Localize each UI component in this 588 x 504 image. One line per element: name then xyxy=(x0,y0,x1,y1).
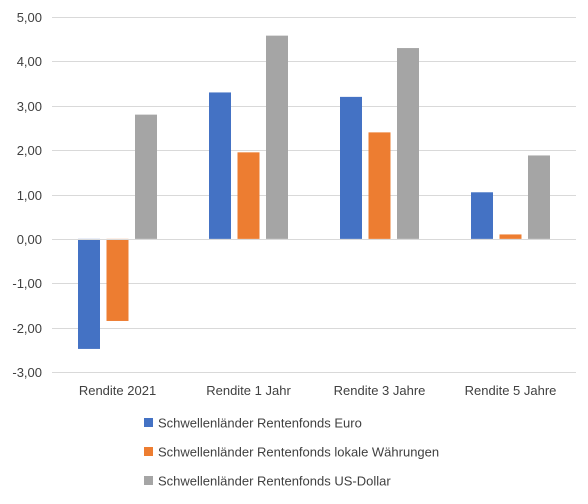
legend-entry-label: Schwellenländer Rentenfonds lokale Währu… xyxy=(158,445,439,460)
bar xyxy=(368,132,391,239)
gridlines xyxy=(52,17,576,373)
y-tick-label: 2,00 xyxy=(17,143,42,158)
bar xyxy=(106,238,129,321)
bar xyxy=(209,92,231,239)
legend-swatch xyxy=(144,418,153,427)
x-category-label: Rendite 1 Jahr xyxy=(206,383,291,398)
y-tick-label: 1,00 xyxy=(17,188,42,203)
x-axis-category-labels: Rendite 2021 Rendite 1 Jahr Rendite 3 Jahr… xyxy=(79,383,557,398)
y-tick-label: 5,00 xyxy=(17,10,42,25)
x-category-label: Rendite 3 Jahre xyxy=(334,383,426,398)
bar xyxy=(471,192,493,239)
y-tick-label: -2,00 xyxy=(12,321,42,336)
bar xyxy=(266,35,288,239)
y-axis-tick-labels: -3,00 -2,00 -1,00 0,00 1,00 2,00 3,00 4,00 5,00 xyxy=(12,10,42,380)
bar xyxy=(78,238,100,349)
bar xyxy=(135,114,157,239)
bar xyxy=(397,48,419,239)
x-category-label: Rendite 2021 xyxy=(79,383,156,398)
legend: Schwellenländer Rentenfonds Euro Schwelle… xyxy=(144,416,439,489)
y-tick-label: 3,00 xyxy=(17,99,42,114)
bar xyxy=(340,96,362,239)
bar xyxy=(528,155,550,239)
y-tick-label: -1,00 xyxy=(12,276,42,291)
legend-swatch xyxy=(144,447,153,456)
y-tick-label: -3,00 xyxy=(12,365,42,380)
legend-swatch xyxy=(144,476,153,485)
y-tick-label: 0,00 xyxy=(17,232,42,247)
bar xyxy=(237,152,260,239)
bar xyxy=(499,234,522,239)
x-category-label: Rendite 5 Jahre xyxy=(465,383,557,398)
legend-entry-label: Schwellenländer Rentenfonds Euro xyxy=(158,416,362,431)
legend-entry-label: Schwellenländer Rentenfonds US-Dollar xyxy=(158,474,391,489)
bars xyxy=(78,35,550,349)
y-tick-label: 4,00 xyxy=(17,54,42,69)
